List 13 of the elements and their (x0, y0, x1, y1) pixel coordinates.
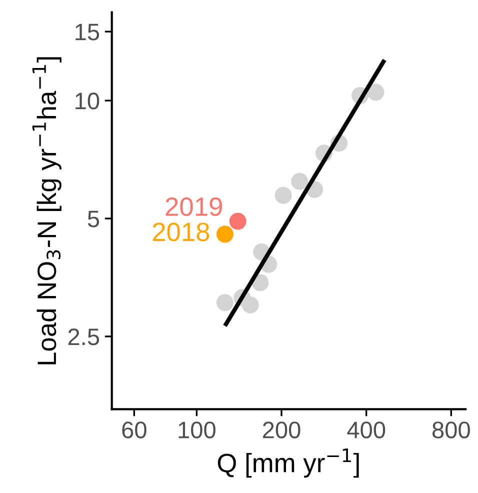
y-tick-label: 15 (76, 24, 100, 40)
x-tick-label: 60 (122, 422, 146, 438)
x-tick-label: 100 (178, 422, 216, 438)
y-axis-title: Load NO$_{3}$-N [kg yr$^{−1}$ha$^{−1}$] (32, 57, 62, 364)
x-tick-label: 800 (432, 422, 470, 438)
series-label: 2019 (166, 197, 222, 216)
x-tick-label: 200 (263, 422, 300, 438)
x-tick-label: 400 (347, 422, 386, 438)
series-label: 2018 (152, 222, 210, 242)
y-tick-label: 2.5 (68, 328, 100, 346)
y-tick-label: 10 (76, 92, 100, 110)
x-axis-title: Q [mm yr$^{−1}$] (218, 448, 359, 478)
y-tick-label: 5 (88, 210, 100, 228)
